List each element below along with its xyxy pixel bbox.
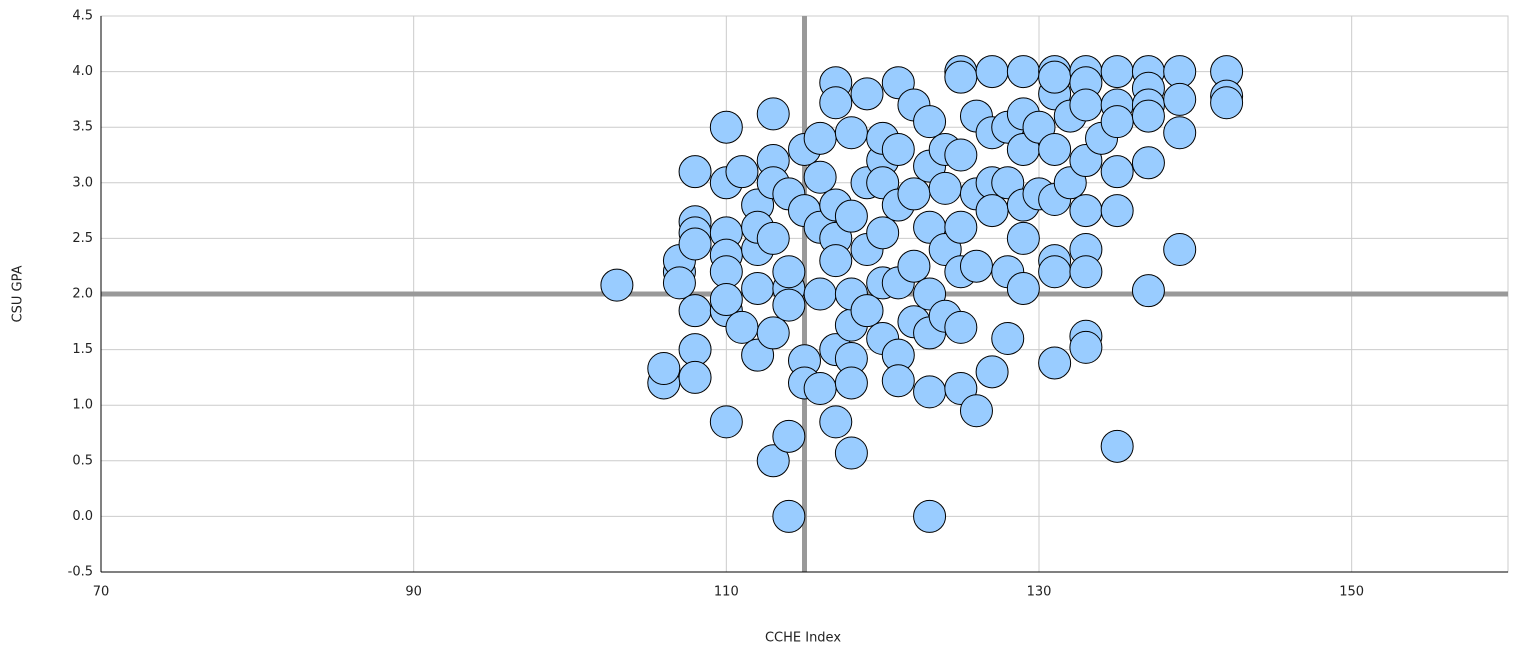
point xyxy=(725,310,759,344)
point xyxy=(803,160,837,194)
point xyxy=(819,244,853,278)
x-tick-label: 70 xyxy=(93,585,110,600)
point xyxy=(944,60,978,94)
point xyxy=(975,55,1009,89)
point xyxy=(959,394,993,428)
point xyxy=(1069,88,1103,122)
y-tick-label: 0.0 xyxy=(72,509,93,524)
y-tick-label: 2.0 xyxy=(72,287,93,302)
point xyxy=(662,266,696,300)
point xyxy=(1006,271,1040,305)
y-tick-label: 3.0 xyxy=(72,175,93,190)
y-tick-label: 1.5 xyxy=(72,342,93,357)
x-axis-title: CCHE Index xyxy=(765,631,841,646)
point xyxy=(834,199,868,233)
point xyxy=(913,375,947,409)
y-tick-label: 3.5 xyxy=(72,120,93,135)
x-tick-label: 90 xyxy=(405,585,422,600)
point xyxy=(1131,274,1165,308)
point xyxy=(772,255,806,289)
point xyxy=(678,227,712,261)
point xyxy=(1006,221,1040,255)
point xyxy=(709,255,743,289)
point xyxy=(709,405,743,439)
x-tick-label: 110 xyxy=(714,585,739,600)
y-tick-label: -0.5 xyxy=(68,565,93,580)
point xyxy=(803,277,837,311)
x-tick-label: 150 xyxy=(1339,585,1364,600)
point xyxy=(756,97,790,131)
point xyxy=(1100,105,1134,139)
point xyxy=(1038,132,1072,166)
point xyxy=(897,177,931,211)
point xyxy=(756,221,790,255)
point xyxy=(1210,86,1244,120)
y-tick-label: 4.5 xyxy=(72,9,93,24)
x-tick-label: 130 xyxy=(1027,585,1052,600)
y-tick-label: 1.0 xyxy=(72,398,93,413)
point xyxy=(991,321,1025,355)
point xyxy=(850,294,884,328)
point xyxy=(866,216,900,250)
point xyxy=(834,436,868,470)
point xyxy=(709,110,743,144)
point xyxy=(881,132,915,166)
point xyxy=(834,116,868,150)
point xyxy=(678,360,712,394)
point xyxy=(1163,55,1197,89)
point xyxy=(834,366,868,400)
point xyxy=(881,364,915,398)
point xyxy=(819,86,853,120)
point xyxy=(1131,146,1165,180)
point xyxy=(1069,330,1103,364)
point xyxy=(741,271,775,305)
point xyxy=(850,77,884,111)
point xyxy=(803,372,837,406)
point xyxy=(1038,255,1072,289)
point xyxy=(1100,194,1134,228)
point xyxy=(1100,155,1134,189)
point xyxy=(678,294,712,328)
point xyxy=(756,316,790,350)
point xyxy=(913,499,947,533)
point xyxy=(756,444,790,478)
point xyxy=(1163,233,1197,267)
y-tick-label: 4.0 xyxy=(72,64,93,79)
point xyxy=(709,283,743,317)
point xyxy=(725,155,759,189)
point xyxy=(975,355,1009,389)
point xyxy=(1131,99,1165,133)
point xyxy=(959,249,993,283)
point xyxy=(975,194,1009,228)
point xyxy=(928,171,962,205)
point xyxy=(1163,116,1197,150)
point xyxy=(772,288,806,322)
point xyxy=(944,310,978,344)
y-tick-label: 2.5 xyxy=(72,231,93,246)
point xyxy=(897,249,931,283)
point xyxy=(1163,82,1197,116)
point xyxy=(944,138,978,172)
point xyxy=(803,121,837,155)
point xyxy=(1100,429,1134,463)
point xyxy=(913,105,947,139)
point xyxy=(772,419,806,453)
point xyxy=(1069,194,1103,228)
point xyxy=(819,405,853,439)
point xyxy=(772,499,806,533)
point xyxy=(647,352,681,386)
y-axis-title: CSU GPA xyxy=(11,265,26,322)
point xyxy=(678,333,712,367)
point xyxy=(944,210,978,244)
point xyxy=(1006,55,1040,89)
point xyxy=(678,155,712,189)
point xyxy=(1069,255,1103,289)
point xyxy=(1038,60,1072,94)
point xyxy=(600,268,634,302)
y-tick-label: 0.5 xyxy=(72,453,93,468)
point xyxy=(1038,346,1072,380)
point xyxy=(1100,55,1134,89)
